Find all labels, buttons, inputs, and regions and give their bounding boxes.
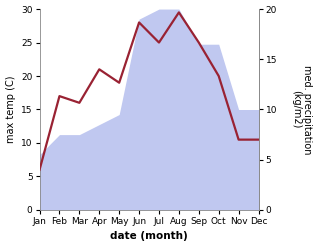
Y-axis label: med. precipitation
(kg/m2): med. precipitation (kg/m2) <box>291 65 313 154</box>
Y-axis label: max temp (C): max temp (C) <box>5 76 16 143</box>
X-axis label: date (month): date (month) <box>110 231 188 242</box>
